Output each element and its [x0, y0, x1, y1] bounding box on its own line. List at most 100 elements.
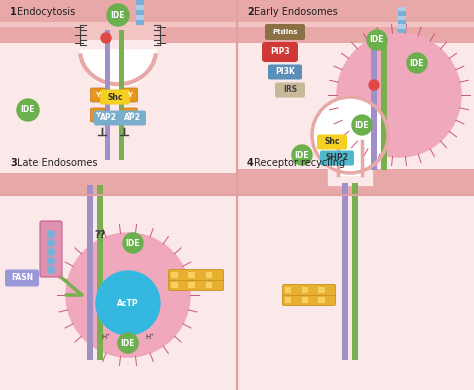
Text: IDE: IDE — [21, 106, 35, 115]
FancyBboxPatch shape — [91, 108, 106, 122]
Circle shape — [47, 257, 55, 264]
Bar — [237, 195, 474, 390]
FancyBboxPatch shape — [262, 42, 298, 62]
Bar — [206, 272, 212, 278]
Text: AP2: AP2 — [100, 113, 117, 122]
Circle shape — [66, 233, 190, 357]
Circle shape — [96, 271, 160, 335]
Text: IRS: IRS — [283, 85, 297, 94]
Text: Y: Y — [95, 112, 100, 118]
Text: Y: Y — [128, 92, 133, 98]
Text: Early Endosomes: Early Endosomes — [254, 7, 338, 17]
Bar — [301, 297, 308, 303]
Circle shape — [47, 239, 55, 246]
FancyBboxPatch shape — [91, 88, 106, 102]
Circle shape — [47, 230, 55, 238]
Bar — [188, 272, 195, 278]
Bar — [0, 173, 237, 194]
Bar — [0, 0, 237, 195]
Bar — [237, 0, 474, 195]
Circle shape — [17, 99, 39, 121]
Bar — [160, 27, 237, 43]
Bar — [371, 40, 377, 170]
Text: IDE: IDE — [111, 11, 125, 20]
FancyBboxPatch shape — [168, 269, 224, 280]
Bar — [328, 167, 372, 185]
Text: H⁺: H⁺ — [146, 334, 155, 340]
Bar — [398, 24, 406, 29]
FancyBboxPatch shape — [122, 88, 137, 102]
Text: PIP3: PIP3 — [270, 48, 290, 57]
Bar — [0, 0, 237, 22]
Text: 2: 2 — [247, 7, 254, 17]
Circle shape — [107, 4, 129, 26]
Text: Y: Y — [95, 92, 100, 98]
Bar — [106, 30, 110, 160]
Circle shape — [367, 30, 387, 50]
Circle shape — [312, 97, 388, 173]
Bar — [136, 20, 144, 25]
Bar — [136, 15, 144, 20]
Circle shape — [337, 33, 461, 157]
Text: IDE: IDE — [295, 151, 309, 160]
Text: Receptor recycling: Receptor recycling — [254, 158, 345, 168]
Text: IDE: IDE — [126, 239, 140, 248]
Bar — [342, 183, 348, 360]
FancyBboxPatch shape — [320, 151, 354, 165]
Bar — [0, 22, 237, 40]
Bar — [398, 20, 406, 24]
Circle shape — [47, 248, 55, 255]
FancyBboxPatch shape — [100, 89, 130, 105]
Text: AP2: AP2 — [124, 113, 140, 122]
Bar — [136, 5, 144, 10]
FancyBboxPatch shape — [283, 294, 336, 305]
Bar — [398, 29, 406, 33]
Bar — [285, 297, 292, 303]
Bar — [398, 16, 406, 20]
Text: Endocytosis: Endocytosis — [17, 7, 75, 17]
Text: Y: Y — [128, 112, 133, 118]
Bar — [0, 195, 237, 390]
Bar — [398, 7, 406, 11]
Text: IDE: IDE — [370, 35, 384, 44]
Text: AcTP: AcTP — [117, 298, 139, 307]
FancyBboxPatch shape — [275, 83, 305, 98]
FancyBboxPatch shape — [5, 269, 39, 287]
Text: IDE: IDE — [410, 58, 424, 67]
Circle shape — [47, 266, 55, 273]
Bar — [188, 282, 195, 288]
Wedge shape — [80, 50, 156, 88]
FancyBboxPatch shape — [118, 110, 146, 126]
Circle shape — [118, 333, 138, 353]
Bar — [237, 22, 474, 40]
FancyBboxPatch shape — [268, 64, 302, 80]
FancyBboxPatch shape — [122, 108, 137, 122]
Bar — [319, 297, 325, 303]
Circle shape — [123, 233, 143, 253]
Bar — [171, 282, 178, 288]
Text: 1: 1 — [10, 7, 17, 17]
Text: 3: 3 — [10, 158, 17, 168]
Bar — [237, 0, 474, 22]
Text: ??: ?? — [94, 230, 106, 240]
Bar — [319, 287, 325, 293]
FancyBboxPatch shape — [94, 110, 122, 126]
Text: Late Endosomes: Late Endosomes — [17, 158, 98, 168]
Bar — [338, 137, 362, 175]
Bar — [0, 27, 80, 43]
Text: IDE: IDE — [121, 339, 135, 347]
FancyBboxPatch shape — [40, 221, 62, 277]
Bar — [301, 287, 308, 293]
Bar — [352, 183, 358, 360]
Circle shape — [369, 80, 379, 90]
Bar — [285, 287, 292, 293]
Bar — [381, 40, 387, 170]
Bar — [136, 0, 144, 5]
Text: SHP2: SHP2 — [326, 154, 348, 163]
Bar — [119, 30, 125, 160]
FancyBboxPatch shape — [168, 280, 224, 291]
Bar — [136, 10, 144, 15]
FancyBboxPatch shape — [265, 24, 305, 40]
Circle shape — [407, 53, 427, 73]
Text: PI3K: PI3K — [275, 67, 295, 76]
